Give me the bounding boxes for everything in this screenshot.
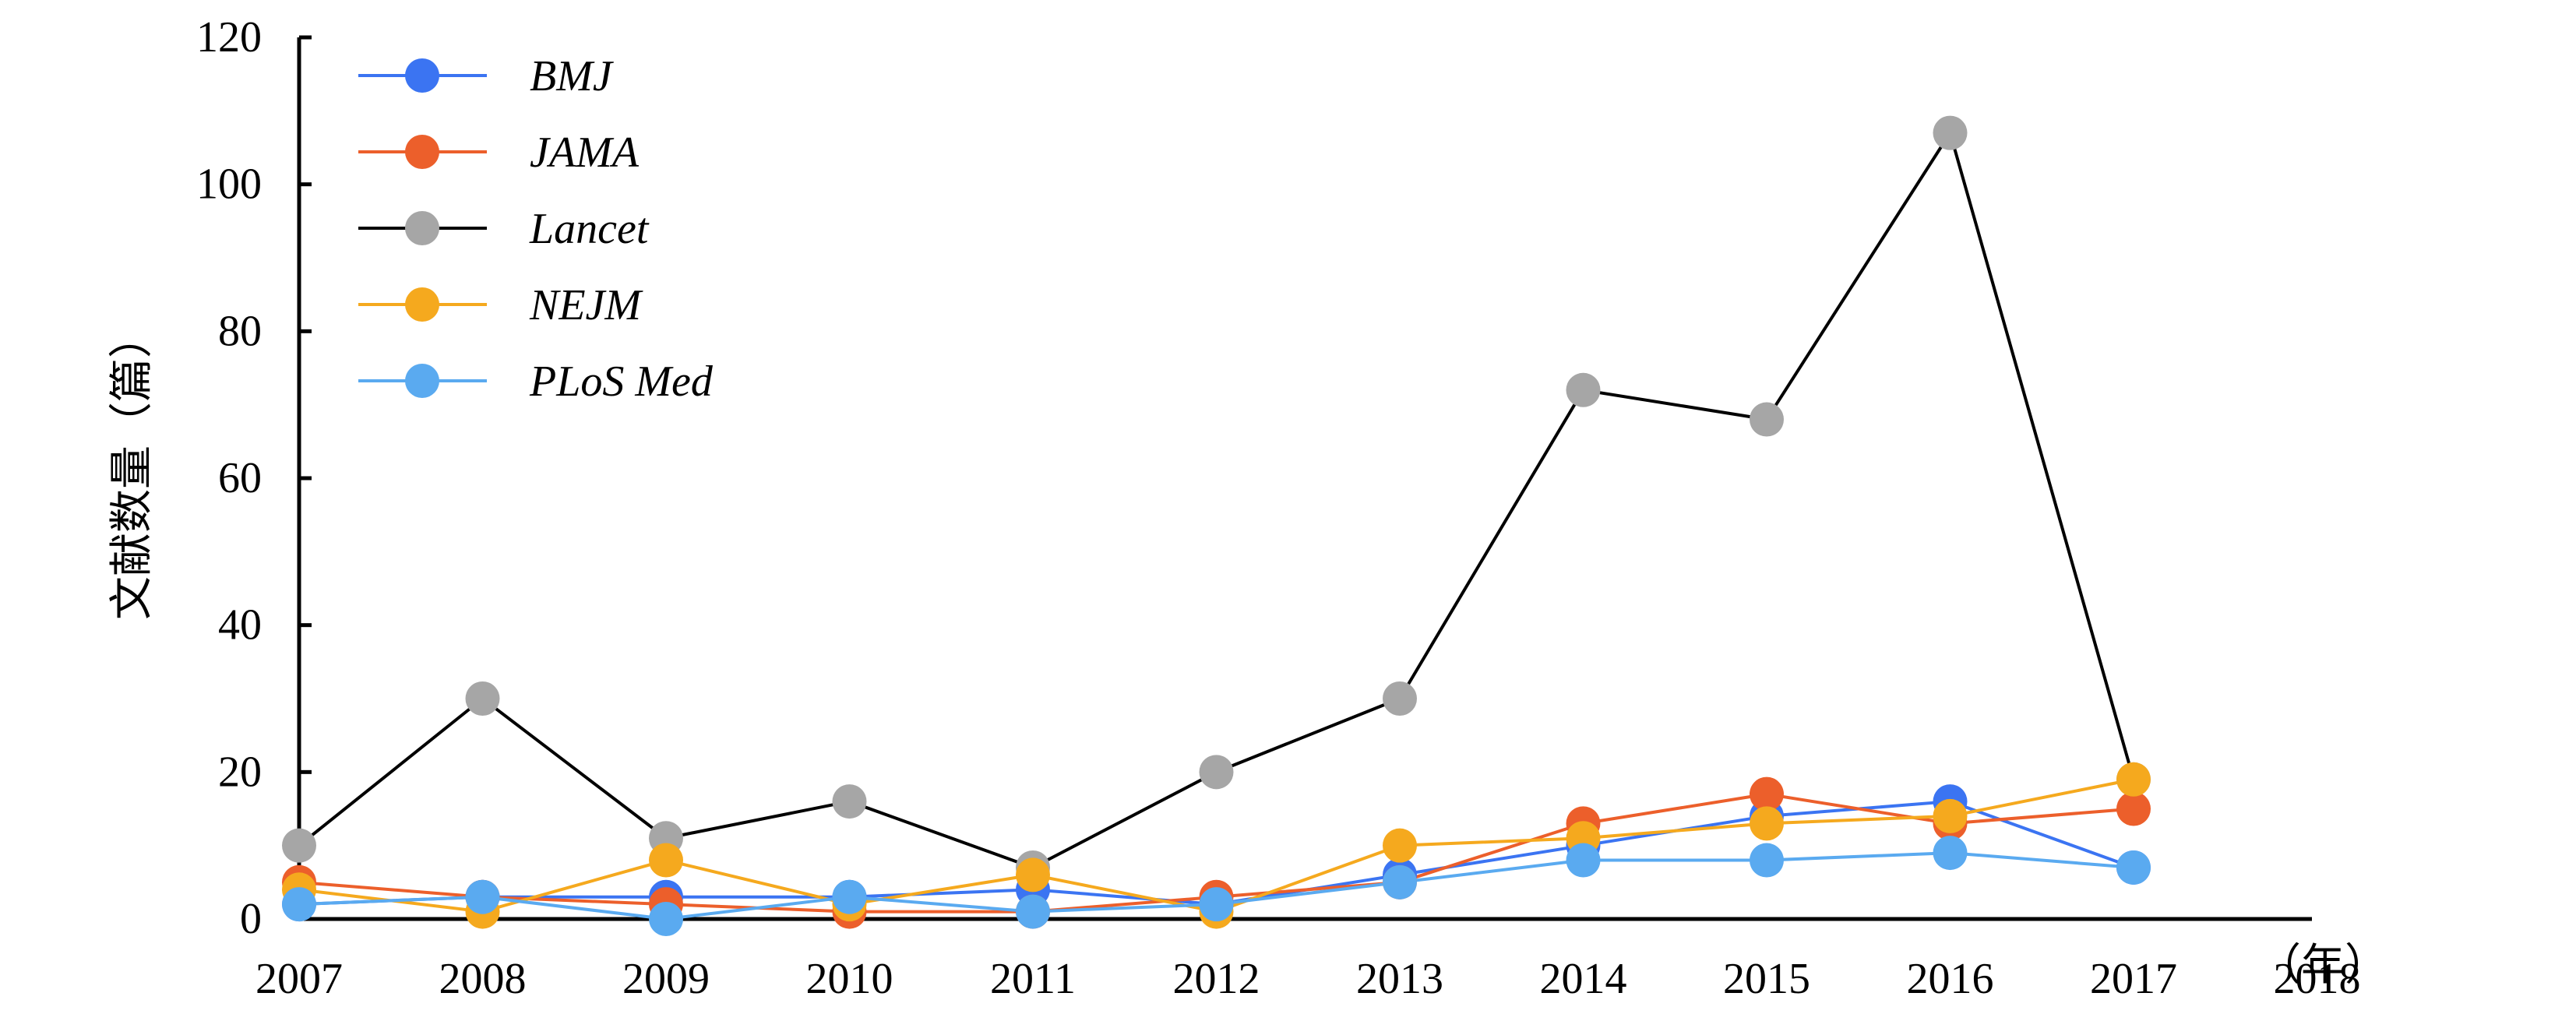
x-tick-label: 2011 bbox=[990, 955, 1076, 1003]
y-ticks: 0 20 40 60 80 100 120 bbox=[196, 13, 312, 943]
point-nejm-2015 bbox=[1750, 806, 1784, 841]
legend-item-nejm: NEJM bbox=[358, 281, 643, 329]
point-lancet-2014 bbox=[1566, 372, 1601, 407]
point-nejm-2009 bbox=[649, 843, 683, 878]
legend-label-nejm: NEJM bbox=[529, 281, 643, 329]
point-plos-med-2013 bbox=[1383, 864, 1417, 900]
x-tick-label: 2008 bbox=[439, 955, 527, 1003]
legend-marker-jama bbox=[405, 135, 439, 169]
y-tick-label: 120 bbox=[196, 13, 262, 62]
legend-label-plos-med: PLoS Med bbox=[529, 357, 714, 406]
legend-label-lancet: Lancet bbox=[529, 205, 650, 253]
legend-label-bmj: BMJ bbox=[530, 52, 615, 100]
x-tick-label: 2016 bbox=[1907, 955, 1994, 1003]
point-nejm-2011 bbox=[1016, 857, 1050, 893]
x-tick-label: 2014 bbox=[1540, 955, 1627, 1003]
point-lancet-2013 bbox=[1383, 681, 1417, 716]
x-tick-label: 2017 bbox=[2090, 955, 2177, 1003]
point-plos-med-2015 bbox=[1750, 843, 1784, 878]
point-jama-2017 bbox=[2116, 791, 2151, 826]
x-tick-label: 2018 bbox=[2274, 955, 2361, 1003]
x-tick-label: 2007 bbox=[255, 955, 343, 1003]
legend-item-plos-med: PLoS Med bbox=[358, 357, 714, 406]
point-plos-med-2017 bbox=[2116, 850, 2151, 885]
point-lancet-2012 bbox=[1199, 755, 1234, 790]
point-lancet-2008 bbox=[465, 681, 500, 716]
legend-marker-bmj bbox=[405, 58, 439, 93]
point-plos-med-2014 bbox=[1566, 843, 1601, 878]
series-markers bbox=[282, 115, 2151, 936]
legend-marker-plos-med bbox=[405, 364, 439, 398]
point-lancet-2015 bbox=[1750, 402, 1784, 437]
point-plos-med-2016 bbox=[1933, 836, 1968, 871]
x-tick-label: 2015 bbox=[1723, 955, 1810, 1003]
point-lancet-2010 bbox=[832, 784, 867, 819]
point-plos-med-2011 bbox=[1016, 894, 1050, 929]
x-tick-label: 2010 bbox=[806, 955, 893, 1003]
x-ticks: 2007 2008 2009 2010 2011 2012 2013 2014 2015 2016… bbox=[255, 955, 2361, 1003]
legend-item-jama: JAMA bbox=[358, 129, 640, 177]
point-plos-med-2010 bbox=[832, 879, 867, 914]
point-lancet-2016 bbox=[1933, 115, 1968, 150]
legend-label-jama: JAMA bbox=[530, 129, 640, 177]
y-tick-label: 40 bbox=[218, 601, 262, 650]
point-plos-med-2008 bbox=[465, 879, 500, 914]
legend-marker-lancet bbox=[405, 211, 439, 245]
point-lancet-2007 bbox=[282, 828, 316, 863]
x-tick-label: 2013 bbox=[1356, 955, 1443, 1003]
point-nejm-2017 bbox=[2116, 762, 2151, 797]
point-jama-2015 bbox=[1750, 776, 1784, 812]
y-axis-title: 文献数量（篇） bbox=[107, 315, 157, 620]
y-tick-label: 60 bbox=[218, 454, 262, 502]
x-tick-label: 2012 bbox=[1173, 955, 1260, 1003]
legend-item-bmj: BMJ bbox=[358, 52, 615, 100]
legend-marker-nejm bbox=[405, 287, 439, 322]
legend-item-lancet: Lancet bbox=[358, 205, 650, 253]
y-axis-label: 文献数量（篇） bbox=[107, 315, 157, 620]
point-nejm-2013 bbox=[1383, 828, 1417, 863]
y-tick-label: 100 bbox=[196, 160, 262, 209]
y-tick-label: 80 bbox=[218, 307, 262, 355]
legend: BMJ JAMA Lancet NEJM PLoS Med bbox=[358, 52, 714, 406]
point-nejm-2016 bbox=[1933, 798, 1968, 833]
point-plos-med-2009 bbox=[649, 902, 683, 936]
point-plos-med-2012 bbox=[1199, 887, 1234, 922]
x-axis-label: （年） bbox=[2257, 940, 2388, 991]
y-tick-label: 20 bbox=[218, 748, 262, 796]
y-tick-label: 0 bbox=[240, 895, 262, 943]
point-plos-med-2007 bbox=[282, 887, 316, 922]
x-tick-label: 2009 bbox=[622, 955, 710, 1003]
